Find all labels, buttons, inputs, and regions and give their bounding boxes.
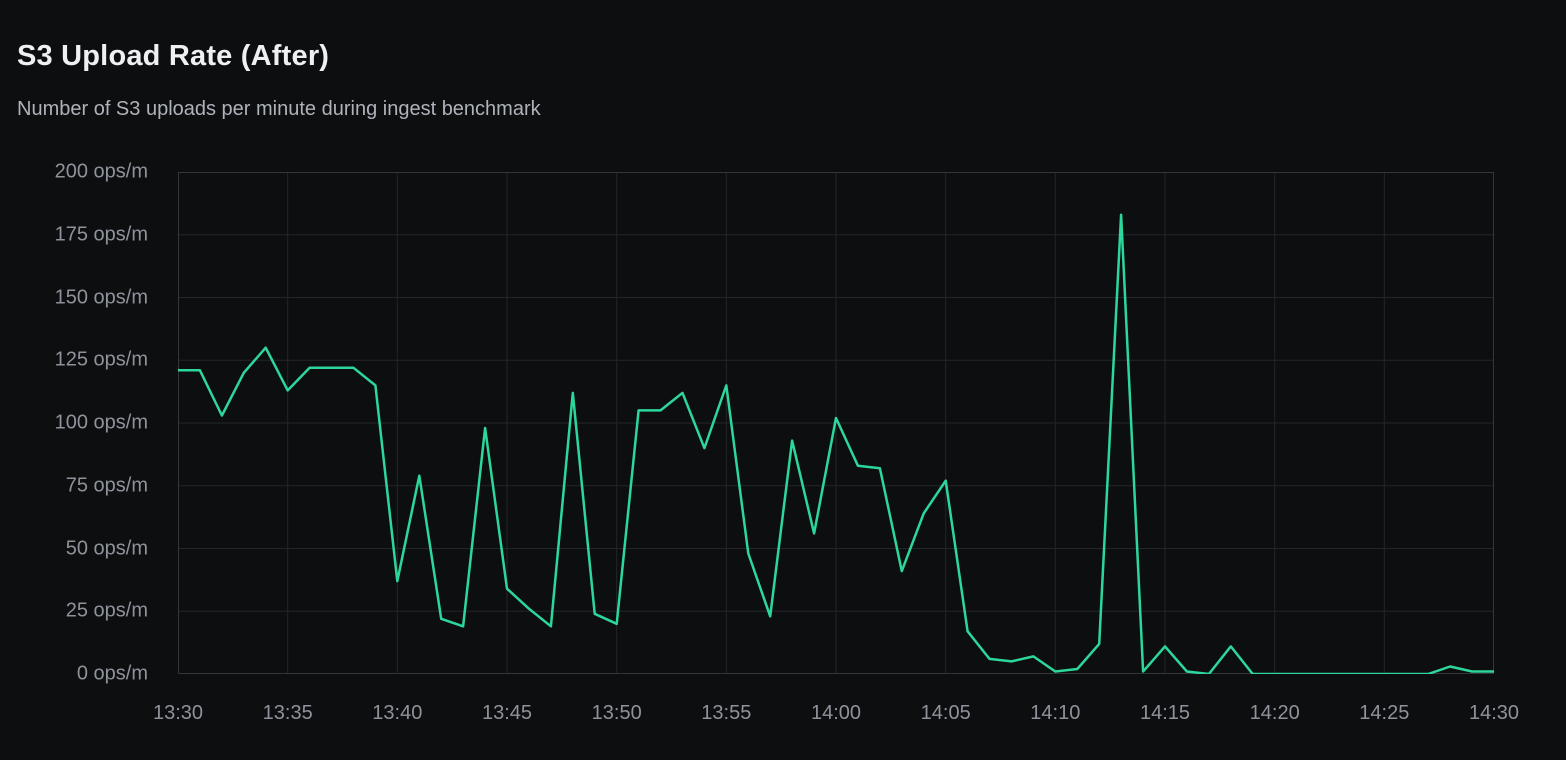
x-tick-label: 14:30 — [1468, 702, 1520, 724]
x-tick-label: 13:40 — [372, 702, 423, 724]
x-tick-label: 13:30 — [152, 702, 204, 724]
plot-border — [178, 172, 1494, 674]
y-tick-label: 25 ops/m — [65, 599, 148, 622]
x-tick-label: 13:55 — [701, 702, 752, 724]
y-tick-label: 100 ops/m — [54, 411, 148, 434]
y-tick-label: 200 ops/m — [54, 160, 148, 183]
x-tick-label: 14:00 — [810, 702, 862, 724]
y-tick-label: 125 ops/m — [54, 348, 148, 371]
y-tick-label: 150 ops/m — [54, 286, 148, 308]
data-series-line — [178, 213, 1494, 674]
y-axis: 0 ops/m 25 ops/m 50 ops/m 75 ops/m 100 ops/m… — [0, 161, 148, 685]
x-tick-label: 13:45 — [481, 702, 533, 724]
x-tick-label: 14:05 — [920, 702, 971, 724]
x-tick-label: 14:20 — [1249, 702, 1300, 724]
y-tick-label: 75 ops/m — [65, 474, 148, 497]
y-tick-label: 0 ops/m — [76, 662, 148, 685]
y-tick-label: 50 ops/m — [65, 537, 148, 559]
x-axis: 13:30 13:35 13:40 13:45 13:50 13:55 14:00 14:05… — [153, 702, 1519, 732]
line-chart-svg — [178, 172, 1494, 674]
x-tick-label: 14:25 — [1359, 702, 1410, 724]
x-tick-label: 13:35 — [262, 702, 313, 724]
page-title: S3 Upload Rate (After) — [17, 40, 330, 72]
page-subtitle: Number of S3 uploads per minute during i… — [17, 98, 541, 120]
x-tick-label: 14:15 — [1139, 702, 1191, 724]
x-tick-label: 14:10 — [1030, 702, 1081, 724]
y-tick-label: 175 ops/m — [54, 223, 148, 246]
x-tick-label: 13:50 — [591, 702, 642, 724]
